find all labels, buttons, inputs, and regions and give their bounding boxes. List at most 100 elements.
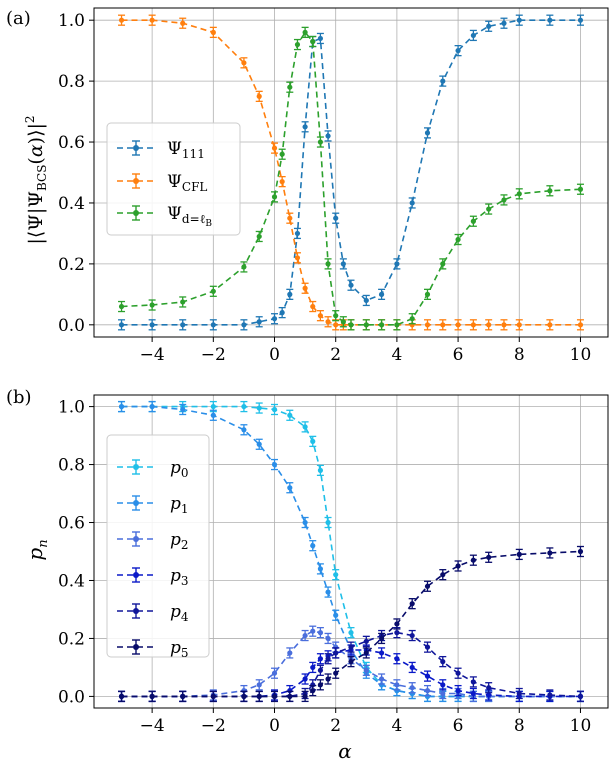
data-point-a-0-24 — [469, 29, 477, 42]
panel-b-tag: (b) — [6, 387, 32, 408]
data-point-b-2-9 — [309, 625, 317, 637]
data-point-b-0-12 — [332, 569, 340, 581]
data-point-a-2-5 — [255, 230, 263, 243]
data-point-b-2-11 — [324, 632, 332, 645]
data-point-a-2-8 — [286, 81, 294, 93]
legend-b-item-2: p2 — [117, 530, 189, 552]
data-point-a-1-2 — [179, 17, 187, 29]
legend-b-item-4: p4 — [117, 602, 189, 624]
data-point-a-0-14 — [332, 212, 340, 224]
data-point-a-1-13 — [324, 316, 332, 328]
data-point-b-0-7 — [286, 409, 294, 421]
data-point-b-3-19 — [439, 679, 447, 691]
data-point-a-1-24 — [469, 319, 477, 331]
data-point-b-4-19 — [439, 655, 447, 668]
data-point-b-2-14 — [362, 664, 370, 676]
data-point-b-2-18 — [423, 684, 431, 697]
data-point-a-0-19 — [393, 258, 401, 270]
data-point-b-2-7 — [286, 647, 294, 659]
xtick-label-b-2: 0 — [269, 716, 280, 736]
data-point-a-2-13 — [324, 258, 332, 270]
data-point-b-1-10 — [316, 563, 324, 575]
ytick-label-b-1: 0.2 — [58, 629, 85, 649]
data-point-b-4-10 — [316, 664, 324, 676]
data-point-b-5-22 — [485, 551, 493, 563]
data-point-b-5-12 — [332, 667, 340, 679]
panel-a-frame — [93, 7, 609, 338]
data-point-a-0-1 — [148, 319, 156, 331]
panel-a-legend: Ψ111 ΨCFL Ψd=ℓB — [106, 122, 241, 236]
data-point-b-2-10 — [316, 626, 324, 639]
data-point-a-2-16 — [347, 319, 355, 331]
data-point-a-0-16 — [347, 279, 355, 291]
data-point-b-4-23 — [515, 687, 523, 700]
xtick-label-a-2: 0 — [269, 345, 280, 365]
legend-b-item-1: p1 — [117, 494, 189, 516]
data-point-b-5-9 — [309, 684, 317, 697]
data-point-b-1-11 — [324, 586, 332, 598]
data-point-a-0-21 — [423, 127, 431, 139]
data-point-b-3-15 — [378, 647, 386, 659]
xtick-label-b-1: −2 — [201, 716, 226, 736]
data-point-a-1-11 — [309, 300, 317, 313]
data-point-a-0-4 — [240, 319, 248, 331]
data-point-a-2-17 — [362, 319, 370, 331]
data-point-a-2-20 — [408, 313, 416, 325]
data-point-a-2-2 — [179, 296, 187, 308]
xtick-label-b-7: 10 — [570, 716, 592, 736]
data-point-b-5-21 — [469, 554, 477, 566]
data-point-b-1-1 — [148, 400, 156, 413]
data-point-b-5-8 — [301, 690, 309, 703]
data-point-a-2-11 — [309, 35, 317, 48]
data-point-b-2-6 — [271, 667, 279, 679]
data-point-b-4-24 — [546, 689, 554, 701]
panel-b-frame — [93, 394, 609, 709]
data-point-a-2-15 — [339, 316, 347, 328]
data-point-b-4-12 — [332, 647, 340, 659]
data-point-b-5-7 — [286, 690, 294, 703]
ytick-label-a-5: 1.0 — [58, 11, 85, 31]
data-point-a-0-22 — [439, 75, 447, 87]
data-point-b-5-5 — [255, 690, 263, 703]
data-point-a-1-29 — [576, 319, 584, 331]
data-point-b-5-11 — [324, 673, 332, 685]
data-point-b-5-14 — [362, 647, 370, 659]
data-point-a-2-4 — [240, 261, 248, 273]
data-point-b-5-15 — [378, 632, 386, 645]
data-point-a-2-18 — [378, 319, 386, 331]
xtick-label-a-5: 6 — [453, 345, 464, 365]
data-point-b-5-1 — [148, 690, 156, 703]
ytick-label-b-4: 0.8 — [58, 456, 85, 476]
data-point-b-1-8 — [301, 516, 309, 529]
data-point-a-2-12 — [316, 136, 324, 148]
data-point-a-0-29 — [576, 14, 584, 26]
data-point-b-3-10 — [316, 653, 324, 665]
data-point-b-5-16 — [393, 618, 401, 630]
data-point-b-4-25 — [576, 690, 584, 703]
svg-text:p1: p1 — [170, 494, 189, 516]
data-point-a-0-26 — [500, 17, 508, 29]
ytick-label-a-2: 0.4 — [58, 194, 85, 214]
data-point-b-5-0 — [118, 690, 126, 703]
data-point-a-0-12 — [316, 32, 324, 45]
data-point-b-3-16 — [393, 653, 401, 665]
data-point-b-5-13 — [347, 655, 355, 668]
data-point-a-2-7 — [278, 148, 286, 160]
ytick-label-b-0: 0.0 — [58, 687, 85, 707]
data-point-a-1-9 — [293, 252, 301, 264]
data-point-b-5-4 — [240, 690, 248, 703]
data-point-b-5-20 — [454, 560, 462, 572]
data-point-b-0-9 — [309, 435, 317, 448]
ytick-label-b-2: 0.4 — [58, 571, 85, 591]
data-point-a-0-15 — [339, 258, 347, 270]
data-point-b-2-8 — [301, 629, 309, 642]
data-point-b-4-14 — [362, 635, 370, 647]
panel-b-legend — [106, 434, 210, 658]
data-point-a-2-21 — [423, 288, 431, 301]
xtick-label-a-7: 10 — [570, 345, 592, 365]
data-point-a-2-14 — [332, 310, 340, 322]
data-point-a-1-6 — [271, 142, 279, 154]
data-point-a-0-17 — [362, 294, 370, 307]
